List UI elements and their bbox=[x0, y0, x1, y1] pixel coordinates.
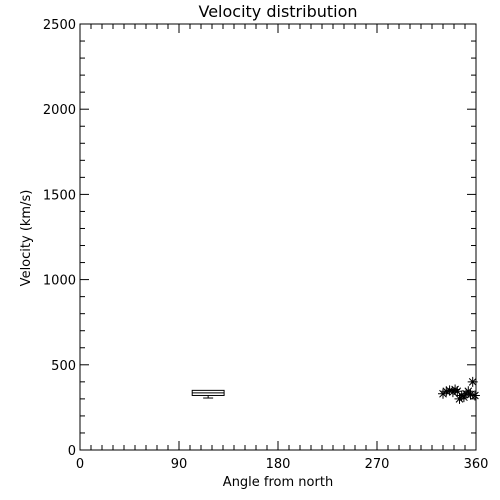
data-point bbox=[469, 390, 480, 401]
data-point bbox=[441, 386, 452, 397]
data-point bbox=[452, 386, 463, 397]
data-point bbox=[467, 376, 478, 387]
x-tick-label: 180 bbox=[266, 457, 291, 472]
plot-frame bbox=[79, 23, 477, 451]
y-tick-label: 500 bbox=[51, 359, 76, 374]
data-point bbox=[458, 392, 469, 403]
x-axis-title: Angle from north bbox=[223, 475, 333, 490]
plot-area: 0 90 180 270 360 0 500 1000 1500 2000 2500 bbox=[43, 18, 489, 472]
y-tick-label: 1500 bbox=[43, 188, 76, 203]
y-tick-label: 0 bbox=[68, 444, 76, 459]
x-tick-label: 360 bbox=[464, 457, 489, 472]
x-tick-label: 270 bbox=[365, 457, 390, 472]
y-axis-title: Velocity (km/s) bbox=[19, 190, 34, 287]
y-tick-label: 2500 bbox=[43, 18, 76, 33]
y-tick-label: 1000 bbox=[43, 274, 76, 289]
x-tick-label: 90 bbox=[171, 457, 188, 472]
data-point bbox=[444, 385, 455, 396]
x-tick-label: 0 bbox=[76, 457, 84, 472]
y-tick-label: 2000 bbox=[43, 103, 76, 118]
data-point bbox=[454, 393, 465, 404]
data-point bbox=[465, 389, 476, 400]
data-point bbox=[463, 386, 474, 397]
chart-title: Velocity distribution bbox=[198, 2, 357, 21]
data-point bbox=[438, 388, 448, 399]
